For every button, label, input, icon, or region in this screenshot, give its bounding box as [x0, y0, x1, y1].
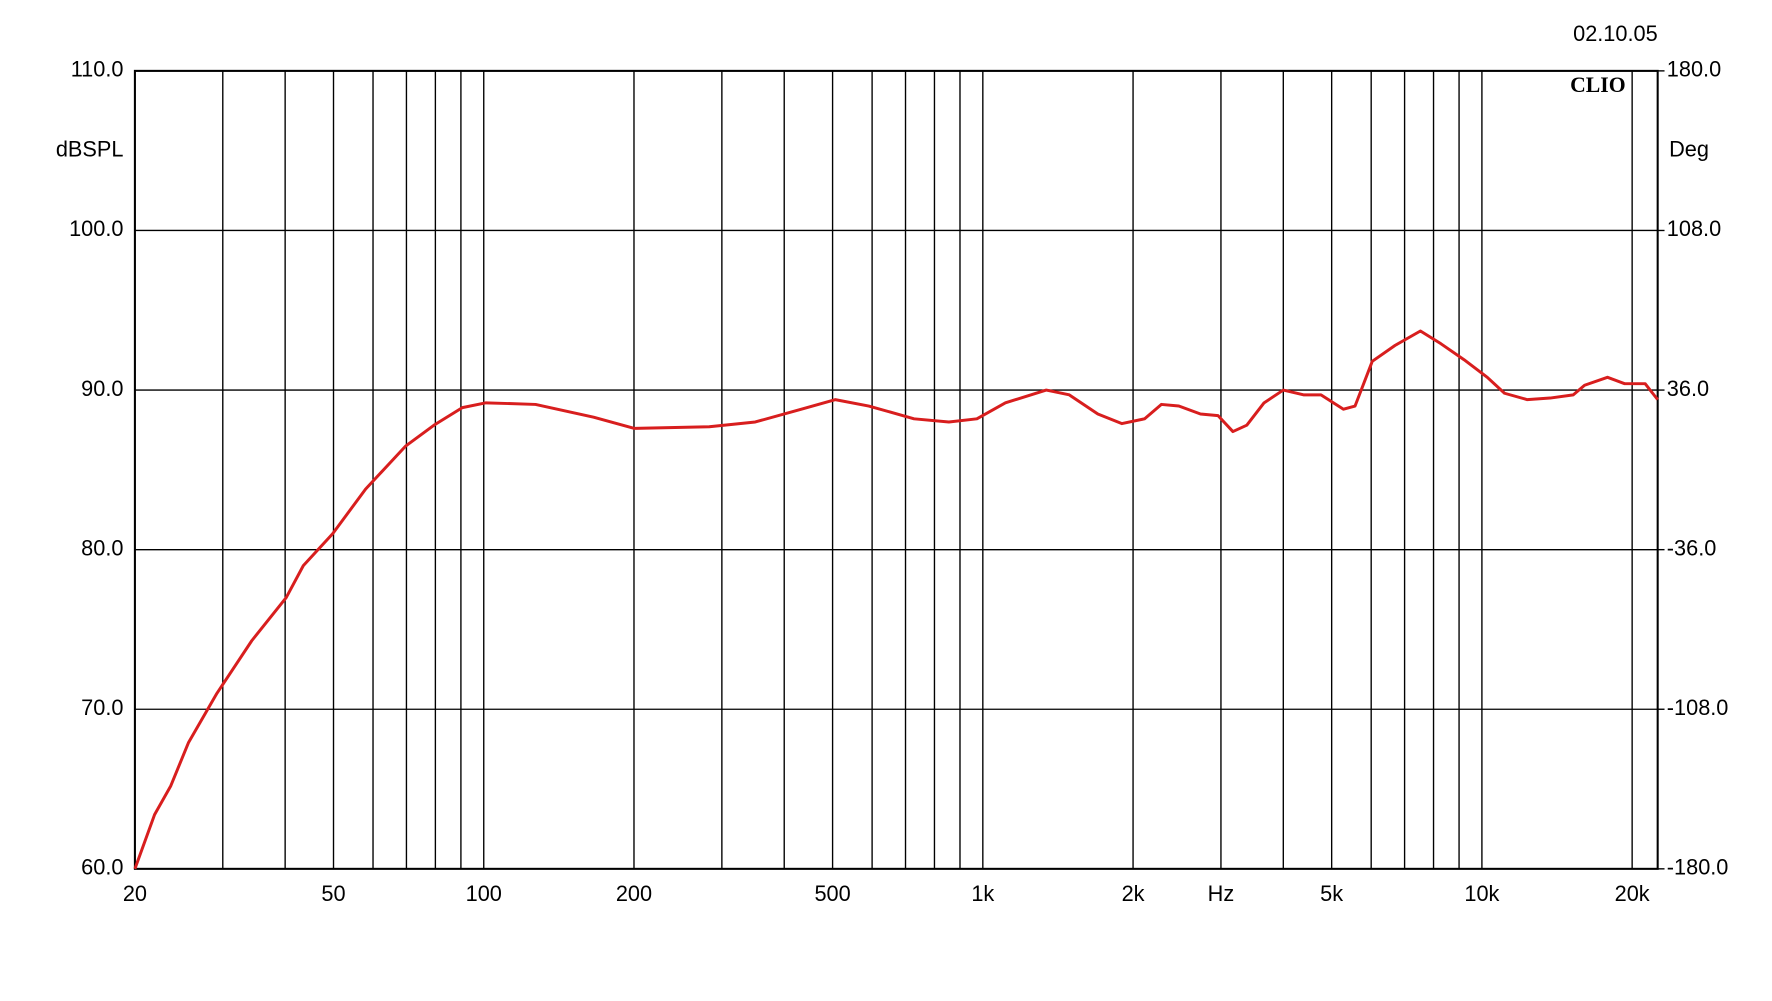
y-axis-label: dBSPL: [56, 137, 124, 162]
y2-tick-label: -108.0: [1667, 695, 1729, 720]
x-tick-label: 200: [616, 881, 652, 906]
x-tick-label: Hz: [1208, 881, 1235, 906]
brand: CLIO: [1570, 73, 1626, 97]
response-curve: [133, 329, 1659, 870]
x-tick-label: 1k: [971, 881, 994, 906]
x-tick-label: 10k: [1464, 881, 1499, 906]
y-tick-label: 60.0: [81, 855, 123, 880]
x-tick-label: 20k: [1615, 881, 1650, 906]
x-tick-label: 50: [321, 881, 345, 906]
y2-tick-label: 180.0: [1667, 57, 1721, 82]
x-tick-label: 20: [123, 881, 147, 906]
plot-frame: [133, 69, 1659, 870]
x-tick-label: 2k: [1122, 881, 1145, 906]
y-tick-label: 110.0: [71, 57, 124, 82]
y-tick-label: 70.0: [81, 695, 123, 720]
y2-tick-label: 36.0: [1667, 376, 1709, 401]
y-tick-label: 80.0: [81, 535, 123, 560]
x-tick-label: 5k: [1320, 881, 1343, 906]
y2-axis-label: Deg: [1669, 137, 1709, 162]
y2-tick-label: -36.0: [1667, 535, 1717, 560]
x-tick-label: 500: [814, 881, 850, 906]
y-tick-label: 90.0: [81, 376, 123, 401]
date: 02.10.05: [1573, 21, 1658, 46]
y2-tick-label: 108.0: [1667, 216, 1721, 241]
y-tick-label: 100.0: [69, 216, 123, 241]
x-tick-label: 100: [466, 881, 502, 906]
y2-tick-label: -180.0: [1667, 855, 1729, 880]
